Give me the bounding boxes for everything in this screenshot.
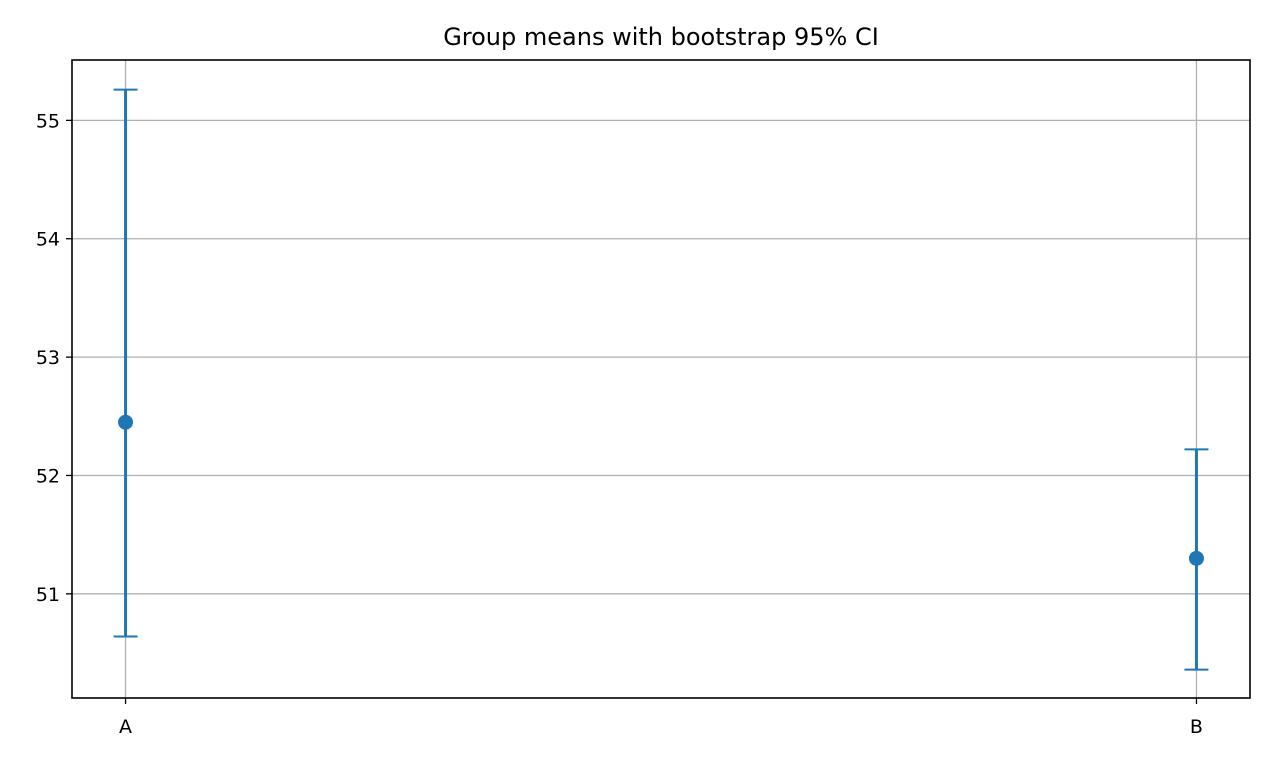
axis-ticks: 51 52 53 54 55 A B [36,110,1203,738]
chart-marks [113,88,1209,671]
y-tick-label: 54 [36,229,60,251]
plot-area-frame [71,59,1251,699]
mean-point [118,414,134,430]
y-tick-label: 53 [36,347,60,369]
y-tick-label: 52 [36,465,60,487]
chart-title: Group means with bootstrap 95% CI [443,23,879,51]
mean-point [1188,550,1204,566]
y-tick-label: 55 [36,110,60,132]
x-tick-label: B [1190,716,1203,738]
x-tick-label: A [119,716,132,738]
y-tick-label: 51 [36,584,60,606]
